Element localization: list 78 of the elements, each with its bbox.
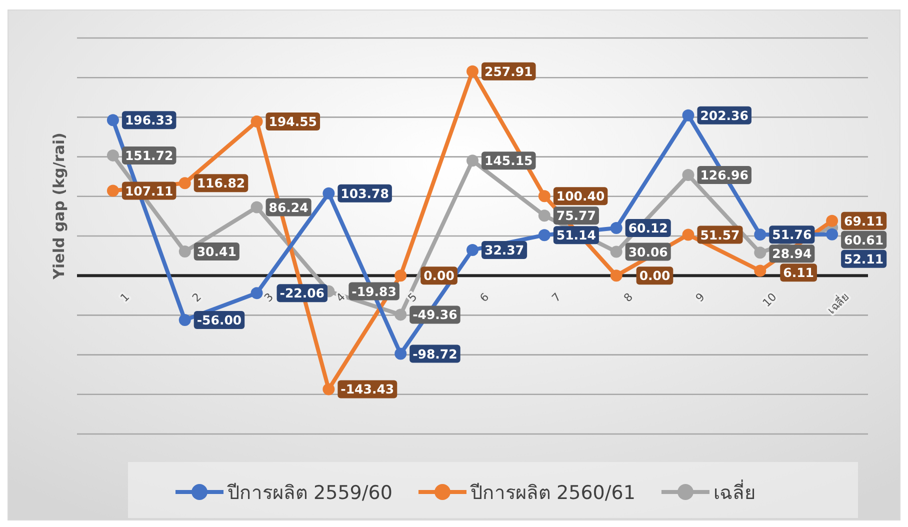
point	[610, 246, 622, 258]
point	[538, 210, 550, 222]
data-label: -19.83	[352, 284, 396, 299]
point	[106, 184, 119, 197]
point	[466, 65, 478, 78]
legend-label: ปีการผลิต 2560/61	[469, 482, 636, 504]
y-axis-title: Yield gap (kg/rai)	[50, 132, 68, 280]
x-tick-label: 2	[190, 290, 204, 305]
x-tick-label: 7	[549, 290, 564, 305]
data-label: 116.82	[196, 176, 246, 191]
data-label: -98.72	[412, 346, 458, 362]
point	[754, 246, 766, 259]
point	[826, 214, 838, 227]
point	[178, 246, 191, 258]
data-label: 32.37	[484, 242, 524, 258]
data-label: 75.77	[556, 208, 596, 224]
point	[178, 177, 191, 190]
data-label: 0.00	[639, 268, 670, 284]
point	[826, 228, 838, 240]
legend-label: ปีการผลิต 2559/60	[226, 482, 392, 504]
data-label: 194.55	[268, 114, 318, 130]
point	[466, 154, 478, 167]
data-label: 30.41	[196, 244, 236, 260]
x-tick-label: 1	[118, 290, 132, 305]
data-label: 100.40	[556, 188, 605, 204]
x-tick-label: 9	[693, 290, 708, 305]
data-label: 28.94	[772, 246, 812, 262]
point	[682, 228, 694, 241]
x-tick-label: 8	[621, 290, 636, 305]
data-label: 51.57	[700, 227, 740, 242]
data-label: 202.36	[700, 108, 749, 123]
x-tick-label: 4	[334, 290, 348, 305]
data-label: 51.14	[556, 228, 596, 243]
point	[610, 222, 622, 234]
data-label: 151.72	[124, 148, 174, 163]
data-label: -49.36	[412, 307, 458, 322]
point	[754, 264, 766, 277]
data-label: 196.33	[124, 112, 174, 128]
point	[754, 228, 766, 241]
point	[394, 348, 407, 360]
point	[322, 383, 335, 396]
point	[394, 308, 407, 321]
x-tick-label: 3	[262, 290, 276, 305]
point	[610, 270, 622, 282]
data-label: 51.76	[772, 227, 812, 242]
point	[106, 114, 119, 126]
data-label: 126.96	[700, 168, 749, 183]
data-label: 6.11	[783, 265, 814, 280]
point	[250, 201, 263, 214]
data-label: 60.12	[628, 220, 668, 236]
data-label: -22.06	[280, 286, 325, 301]
data-label: 60.61	[844, 232, 884, 248]
point	[466, 244, 478, 256]
point	[250, 287, 263, 300]
point	[394, 270, 407, 282]
legend-label: เฉลี่ย	[713, 479, 756, 504]
x-tick-label: 5	[406, 290, 420, 305]
data-label: -56.00	[196, 312, 242, 328]
data-label: 52.11	[844, 251, 884, 266]
data-label: 86.24	[268, 200, 309, 215]
x-tick-label: 10	[760, 290, 780, 310]
data-label: -143.43	[340, 382, 394, 397]
data-label: 103.78	[340, 186, 389, 201]
point	[106, 149, 119, 162]
point	[538, 229, 550, 242]
data-label: 257.91	[484, 64, 533, 79]
x-tick-label: 6	[477, 290, 492, 305]
point	[538, 190, 550, 202]
point	[682, 109, 694, 122]
data-label: 30.06	[628, 244, 668, 260]
data-label: 0.00	[424, 268, 455, 284]
data-label: 69.11	[844, 213, 884, 228]
data-label: 145.15	[484, 153, 533, 168]
point	[178, 314, 191, 326]
data-label: 107.11	[124, 183, 174, 198]
point	[322, 187, 335, 200]
point	[250, 116, 263, 128]
point	[682, 169, 694, 182]
